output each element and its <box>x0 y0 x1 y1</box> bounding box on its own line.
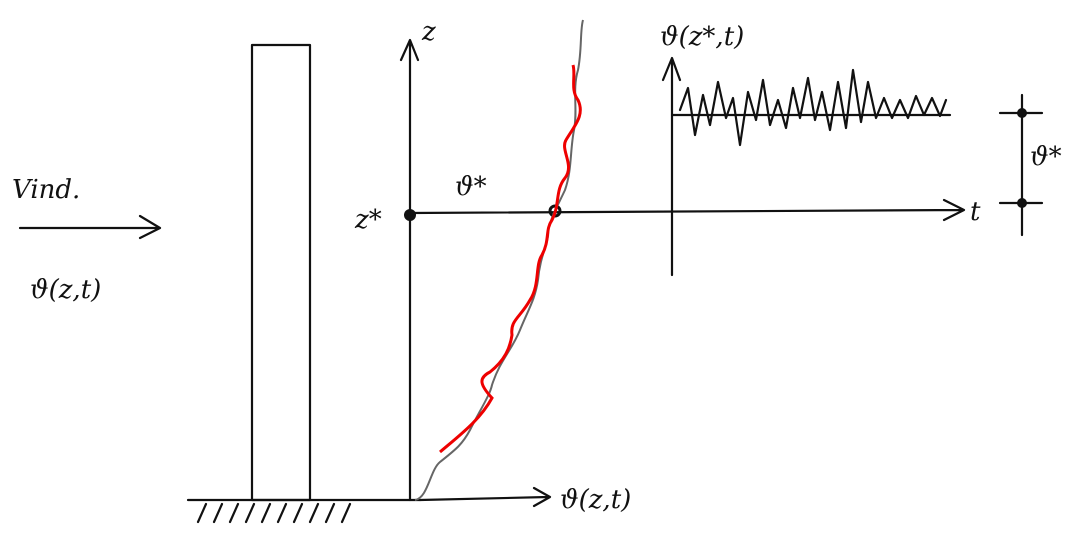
z-star-point <box>404 209 416 221</box>
signal-axis <box>663 58 680 275</box>
mean-profile <box>440 65 580 452</box>
z-star-label: z* <box>354 205 382 235</box>
v-axis <box>420 488 550 506</box>
z-label: z <box>421 17 436 47</box>
profile-axis-label: ϑ(z,t) <box>560 485 631 515</box>
signal-title: ϑ(z*,t) <box>660 22 744 52</box>
z-axis <box>401 40 418 500</box>
measured-profile <box>415 20 583 500</box>
wind-arrow <box>20 216 160 238</box>
t-axis <box>410 200 964 220</box>
ground-hatch <box>198 504 350 522</box>
signal <box>680 70 946 145</box>
wind-speed-label: ϑ(z,t) <box>30 275 101 305</box>
diagram: Vind. ϑ(z,t) z z* ϑ* ϑ(z*,t) t ϑ* ϑ(z,t) <box>0 0 1083 540</box>
v-star-label: ϑ* <box>455 172 487 202</box>
wind-label: Vind. <box>12 175 80 205</box>
tower <box>252 45 310 500</box>
t-label: t <box>970 197 981 227</box>
scale-point <box>1017 108 1027 118</box>
v-star-right-label: ϑ* <box>1030 142 1062 172</box>
scale-point <box>1017 198 1027 208</box>
